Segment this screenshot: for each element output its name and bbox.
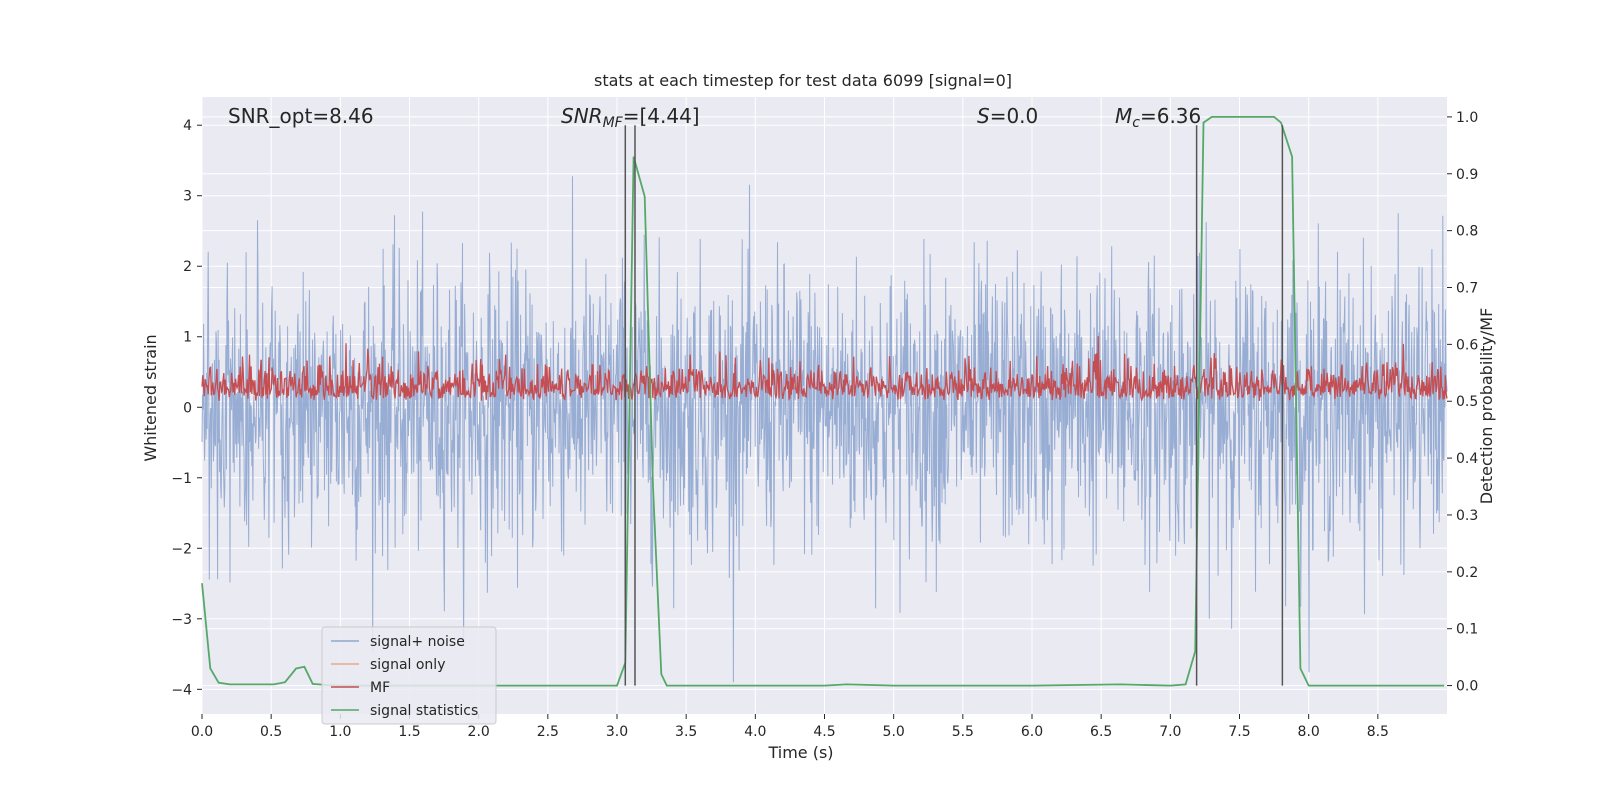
y-right-tick-label: 0.3 (1456, 508, 1478, 524)
y-right-tick-label: 0.6 (1456, 337, 1478, 353)
mc-value: =6.36 (1140, 104, 1201, 128)
y-tick-label: 1 (183, 330, 192, 346)
snr-mf-value: =[4.44] (623, 104, 700, 128)
s-value: =0.0 (990, 104, 1039, 128)
x-tick-label: 3.0 (606, 724, 628, 740)
y-tick-label: −3 (171, 612, 192, 628)
s-annotation: S=0.0 (977, 104, 1038, 128)
y-right-tick-label: 0.8 (1456, 224, 1478, 240)
y-tick-label: −2 (171, 541, 192, 557)
y-right-tick-label: 0.1 (1456, 622, 1478, 638)
legend-label-signal-noise: signal+ noise (370, 634, 465, 650)
x-tick-label: 5.0 (883, 724, 905, 740)
x-tick-label: 2.0 (468, 724, 490, 740)
x-tick-label: 3.5 (675, 724, 697, 740)
y-right-tick-label: 0.9 (1456, 167, 1478, 183)
x-tick-label: 6.0 (1021, 724, 1043, 740)
x-tick-label: 8.5 (1367, 724, 1389, 740)
x-tick-label: 7.0 (1159, 724, 1181, 740)
snr-opt-annotation: SNR_opt=8.46 (228, 104, 374, 128)
mc-symbol: M (1115, 104, 1132, 128)
s-symbol: S (977, 104, 990, 128)
x-tick-label: 8.0 (1298, 724, 1320, 740)
x-tick-label: 4.5 (813, 724, 835, 740)
snr-mf-annotation: SNRMF=[4.44] (561, 104, 700, 131)
y-right-tick-label: 0.2 (1456, 565, 1478, 581)
x-tick-label: 0.0 (191, 724, 213, 740)
mc-subscript: c (1132, 115, 1140, 131)
y-right-tick-label: 1.0 (1456, 110, 1478, 126)
snr-mf-subscript: MF (603, 115, 624, 131)
y-axis-label: Whitened strain (141, 334, 160, 461)
mc-annotation: Mc=6.36 (1115, 104, 1201, 131)
mf-series (201, 336, 1448, 402)
legend-label-signal-statistics: signal statistics (370, 703, 478, 719)
x-tick-label: 0.5 (260, 724, 282, 740)
y-tick-label: −1 (171, 471, 192, 487)
chart-title: stats at each timestep for test data 609… (594, 71, 1012, 90)
x-axis-label: Time (s) (767, 743, 833, 762)
signal-statistics-line (201, 116, 1445, 687)
y-right-tick-label: 0.4 (1456, 451, 1478, 467)
x-tick-label: 5.5 (952, 724, 974, 740)
x-tick-label: 1.0 (329, 724, 351, 740)
x-tick-label: 6.5 (1090, 724, 1112, 740)
axis-ticks: 0.0 0.5 1.0 1.5 2.0 2.5 3.0 3.5 4.0 4.5 5.0 5.5 6.0 6… (171, 110, 1478, 740)
legend-box (321, 626, 497, 725)
legend-label-mf: MF (370, 680, 390, 696)
y-tick-label: 0 (183, 400, 192, 416)
legend-label-signal-only: signal only (370, 657, 445, 673)
signal-statistics-series (201, 116, 1445, 687)
y-right-tick-label: 0.5 (1456, 394, 1478, 410)
vertical-markers (624, 125, 1284, 686)
x-tick-label: 7.5 (1228, 724, 1250, 740)
y-right-tick-label: 0.7 (1456, 281, 1478, 297)
x-tick-label: 2.5 (537, 724, 559, 740)
y-tick-label: 2 (183, 259, 192, 275)
y-axis-right-label: Detection probability/MF (1477, 308, 1496, 505)
x-tick-label: 4.0 (744, 724, 766, 740)
y-tick-label: 4 (183, 118, 192, 134)
snr-mf-symbol: SNR (561, 104, 603, 128)
y-tick-label: 3 (183, 189, 192, 205)
y-right-tick-label: 0.0 (1456, 679, 1478, 695)
y-tick-label: −4 (171, 682, 192, 698)
legend: signal+ noise signal only MF signal stat… (321, 626, 497, 725)
x-tick-label: 1.5 (398, 724, 420, 740)
mf-line (201, 336, 1448, 402)
